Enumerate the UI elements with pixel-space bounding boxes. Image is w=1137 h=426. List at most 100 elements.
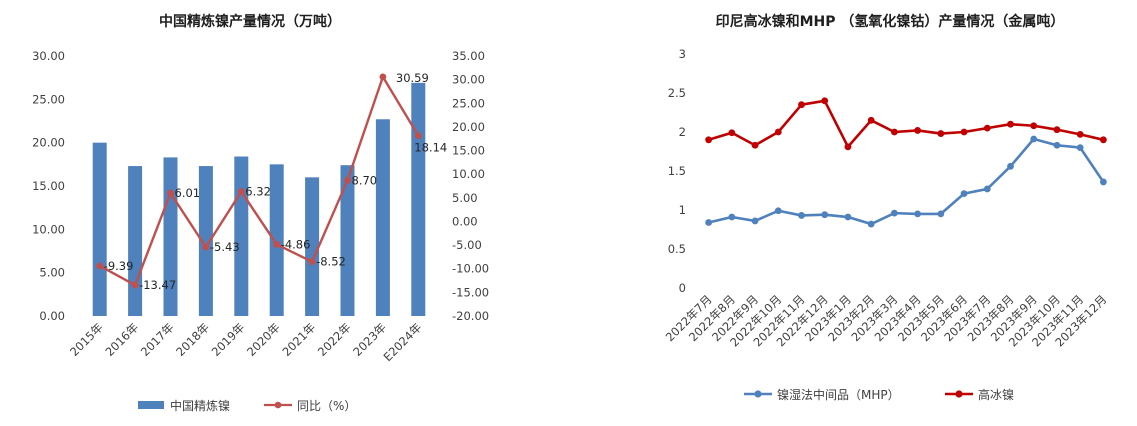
mhp-line: [708, 137, 1105, 226]
bar: [198, 166, 213, 316]
mhp-point: [1007, 162, 1014, 170]
bar: [411, 82, 426, 316]
y-tick-label: 1: [679, 203, 686, 217]
y-tick-label: 2: [679, 125, 686, 139]
nickel-matte-point: [983, 124, 991, 132]
bar: [305, 177, 320, 316]
mhp-point: [960, 190, 968, 198]
bar: [128, 166, 143, 316]
chart2-x-axis: 2022年7月2022年8月2022年9月2022年10月2022年11月202…: [663, 292, 1110, 349]
chart1-right-axis: -20.00 -15.00 -10.00 -5.00 0.00 5.00 10.00 15.0…: [452, 49, 489, 323]
chart1-left-axis: 0.00 5.00 10.00 15.00 20.00 25.00 30.00: [32, 49, 65, 323]
chart2-y-axis: 0 0.5 1 1.5 2 2.5 3: [668, 47, 686, 295]
x-tick-label: 2018年: [173, 320, 212, 359]
indonesia-matte-mhp-chart: 印尼高冰镍和MHP （氢氧化镍钴）产量情况（金属吨） 0 0.5 1 1.5 2 2.5 3…: [663, 13, 1110, 402]
y-right-tick-label: 0.00: [452, 214, 478, 228]
yoy-data-label: -8.52: [316, 255, 346, 269]
yoy-data-label: -5.43: [210, 240, 240, 254]
yoy-point: [96, 262, 104, 270]
y-left-tick-label: 0.00: [39, 309, 65, 323]
legend-marker-mhp: [754, 390, 762, 398]
nickel-matte-point: [705, 136, 713, 144]
bar: [269, 164, 284, 316]
yoy-data-label: -13.47: [139, 278, 176, 292]
mhp-point: [728, 213, 736, 221]
chart2-legend: 镍湿法中间品（MHP） 高冰镍: [744, 387, 1014, 402]
y-tick-label: 0.5: [668, 242, 686, 256]
y-left-tick-label: 10.00: [32, 222, 65, 236]
yoy-point: [273, 241, 281, 248]
y-right-tick-label: -10.00: [452, 262, 489, 276]
nickel-matte-point: [798, 101, 805, 109]
y-right-tick-label: 5.00: [452, 191, 478, 205]
y-right-tick-label: 30.00: [452, 73, 485, 87]
mhp-point: [1076, 144, 1084, 152]
nickel-matte-point: [1099, 136, 1107, 144]
yoy-point: [202, 243, 210, 251]
y-left-tick-label: 5.00: [39, 266, 65, 280]
yoy-point: [344, 176, 351, 184]
bar: [92, 142, 107, 316]
legend-label-bar: 中国精炼镍: [170, 398, 230, 413]
yoy-data-label: 6.32: [245, 185, 271, 199]
mhp-point: [774, 207, 782, 215]
yoy-line: [99, 75, 420, 287]
yoy-data-label: 8.70: [352, 173, 378, 187]
nickel-matte-point: [1030, 122, 1038, 130]
legend-swatch-bar: [138, 401, 164, 409]
mhp-point: [844, 213, 852, 221]
chart1-title: 中国精炼镍产量情况（万吨）: [159, 13, 341, 30]
mhp-point: [890, 209, 898, 217]
y-right-tick-label: -20.00: [452, 309, 489, 323]
chart1-x-axis: 2015年2016年2017年2018年2019年2020年2021年2022年…: [67, 320, 424, 364]
y-right-tick-label: 10.00: [452, 167, 485, 181]
y-right-tick-label: 20.00: [452, 120, 485, 134]
y-left-tick-label: 15.00: [32, 179, 65, 193]
nickel-matte-point: [914, 127, 922, 134]
legend-label-matte: 高冰镍: [978, 387, 1014, 402]
mhp-point: [821, 211, 829, 219]
y-right-tick-label: -5.00: [452, 238, 482, 252]
y-tick-label: 3: [679, 47, 686, 61]
x-tick-label: 2022年: [315, 320, 354, 359]
mhp-point: [751, 217, 759, 225]
y-left-tick-label: 25.00: [32, 92, 65, 106]
y-left-tick-label: 20.00: [32, 136, 65, 150]
nickel-matte-point: [751, 141, 759, 149]
yoy-data-label: 18.14: [414, 141, 447, 155]
yoy-point: [167, 189, 174, 197]
nickel-matte-point: [728, 129, 736, 137]
mhp-point: [983, 185, 991, 193]
bar: [340, 165, 355, 316]
yoy-point: [131, 281, 139, 289]
nickel-matte-point: [890, 128, 898, 136]
chart1-line: -9.39 -13.47 6.01 -5.43 6.32 -4.86 -8.52 8.70 30…: [96, 71, 447, 292]
refined-nickel-chart: 中国精炼镍产量情况（万吨） 0.00 5.00 10.00 15.00 20.00 25.…: [32, 13, 489, 413]
nickel-matte-point: [821, 97, 829, 105]
x-tick-label: 2017年: [138, 320, 177, 359]
nickel-matte-point: [1076, 130, 1084, 138]
chart2-lines: [705, 97, 1107, 228]
yoy-data-label: -9.39: [104, 259, 134, 273]
x-tick-label: 2015年: [67, 320, 106, 359]
y-tick-label: 1.5: [668, 164, 686, 178]
nickel-matte-point: [867, 116, 875, 124]
x-tick-label: 2019年: [209, 320, 248, 359]
nickel-matte-point: [774, 128, 782, 136]
nickel-matte-point: [1053, 126, 1061, 134]
bar: [163, 157, 178, 316]
yoy-data-label: 30.59: [396, 71, 429, 85]
x-tick-label: 2020年: [244, 320, 283, 359]
y-right-tick-label: 35.00: [452, 49, 485, 63]
yoy-point: [414, 132, 422, 140]
legend-label-line: 同比（%）: [297, 399, 356, 413]
nickel-matte-line: [708, 99, 1104, 149]
y-right-tick-label: 25.00: [452, 96, 485, 110]
mhp-point: [705, 219, 713, 226]
yoy-point: [237, 188, 245, 195]
legend-marker-matte: [955, 390, 963, 398]
nickel-matte-point: [1007, 120, 1014, 128]
y-left-tick-label: 30.00: [32, 49, 65, 63]
x-tick-label: 2016年: [102, 320, 141, 359]
